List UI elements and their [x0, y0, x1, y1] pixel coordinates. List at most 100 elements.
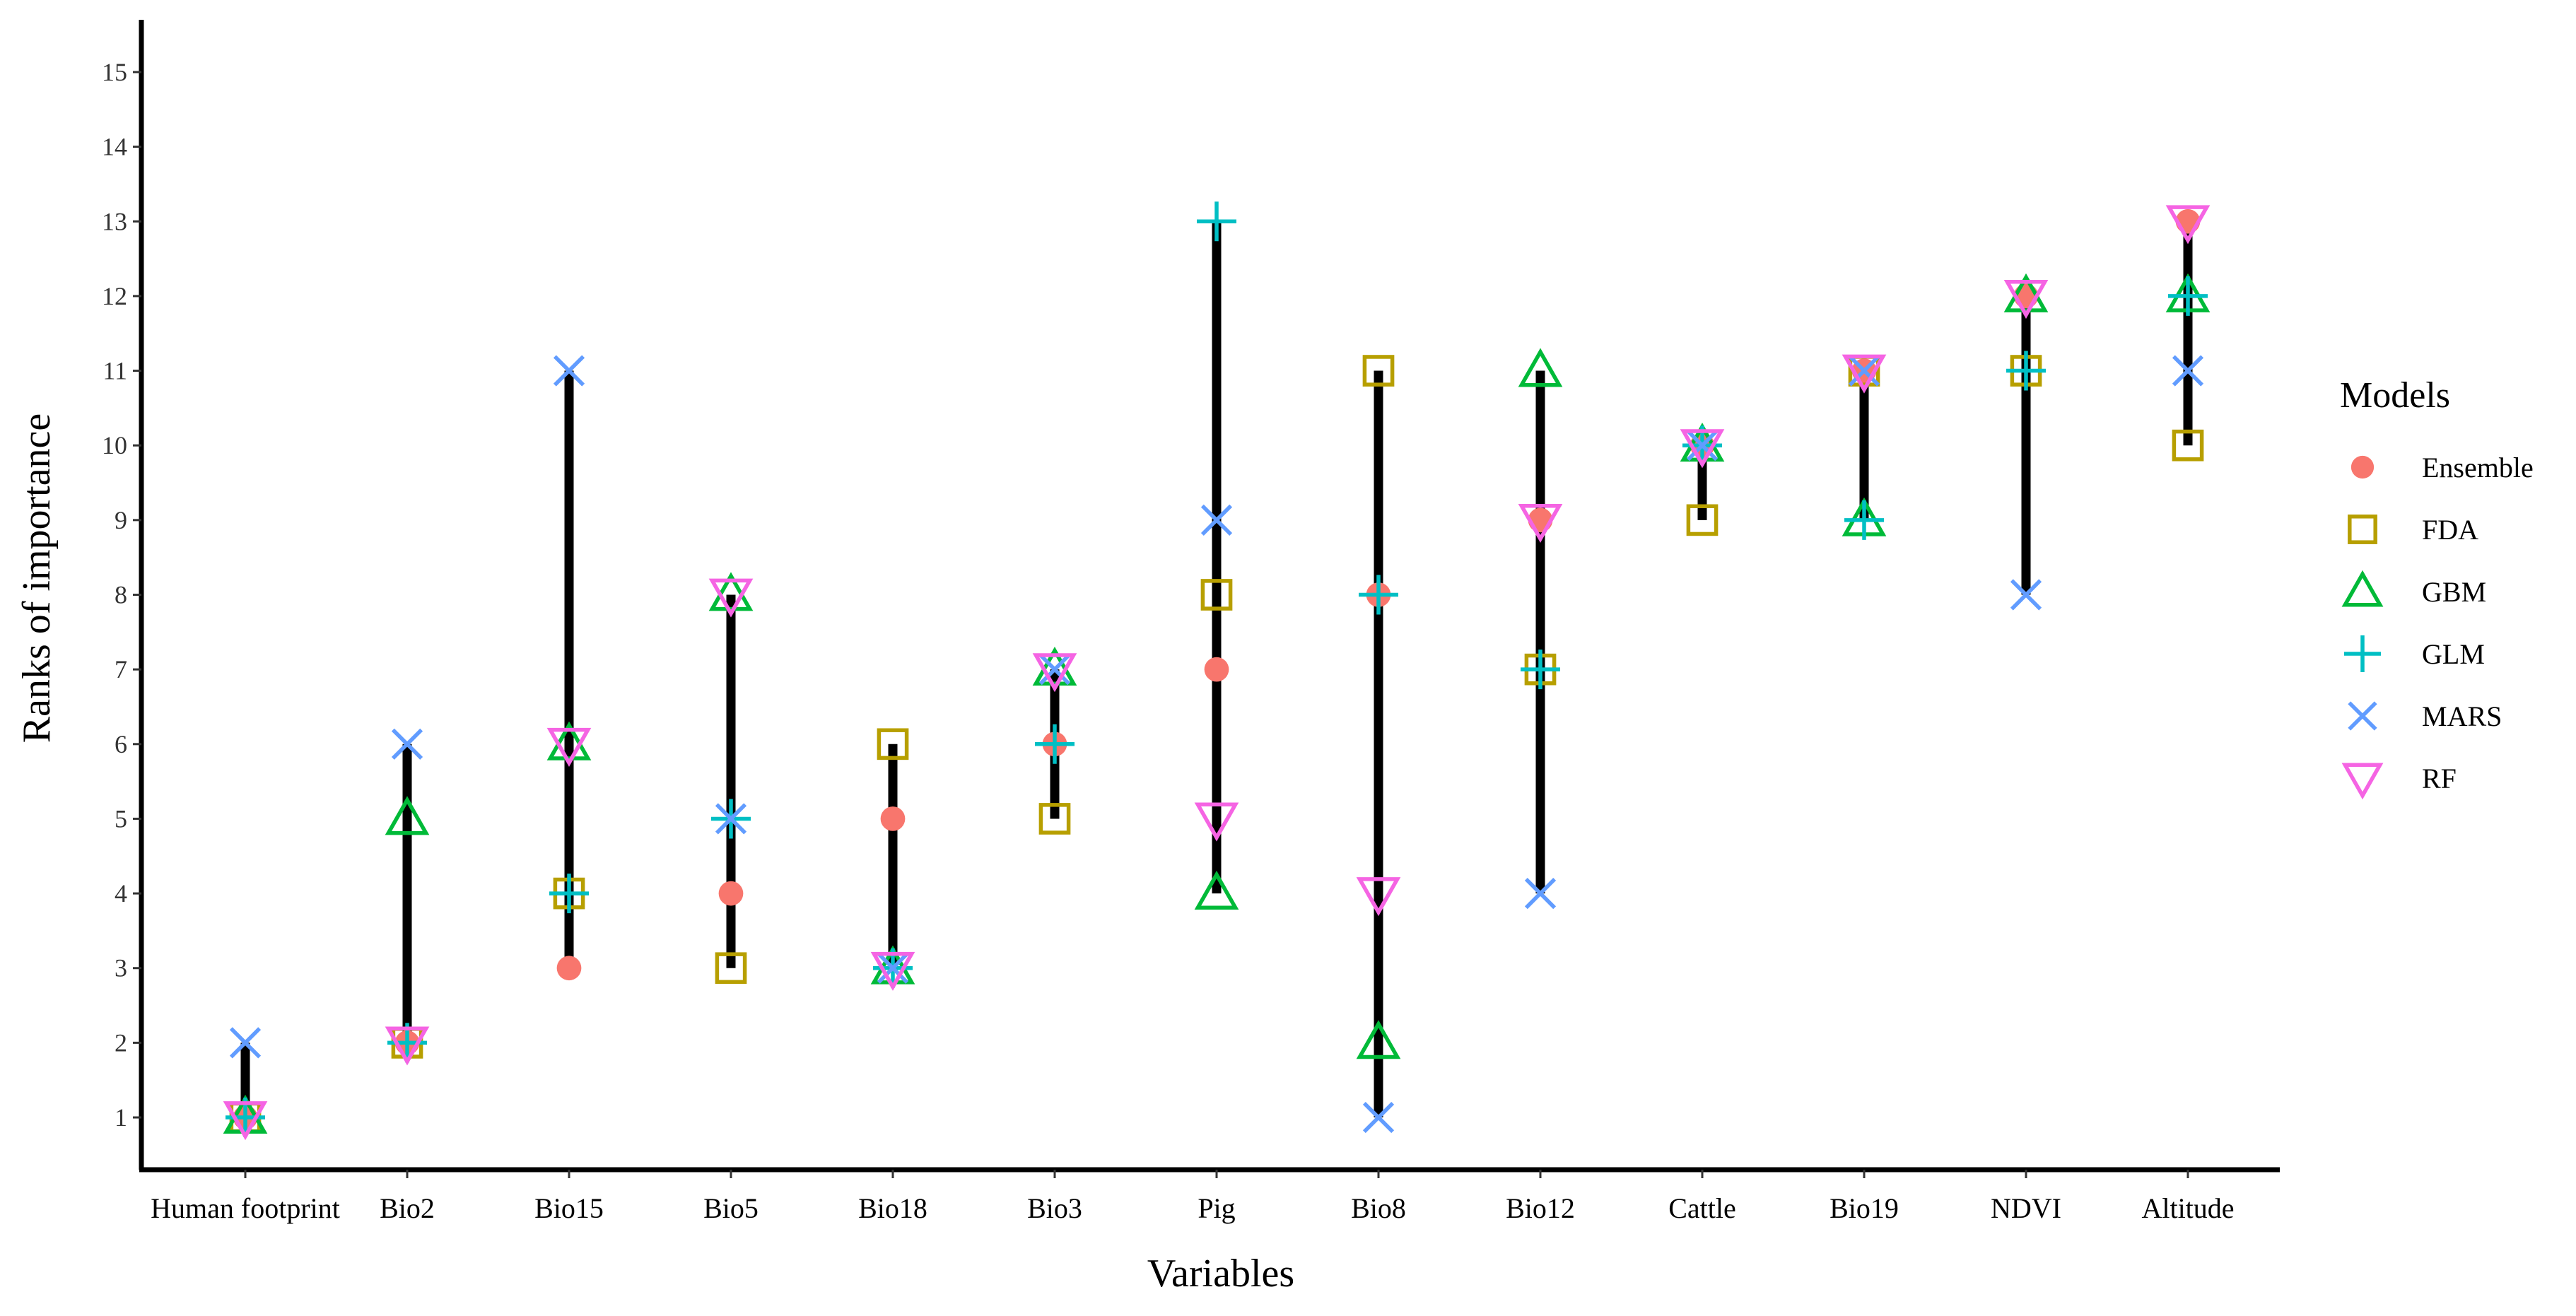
x-tick-label: Altitude — [2141, 1192, 2234, 1224]
y-tick-label: 1 — [115, 1103, 127, 1132]
point-glm — [1035, 724, 1075, 764]
point-glm — [549, 874, 589, 914]
y-tick-label: 10 — [102, 431, 127, 459]
y-tick-label: 5 — [115, 804, 127, 833]
point-rf — [1680, 429, 1725, 469]
point-mars — [1524, 877, 1557, 910]
point-rf — [385, 1026, 430, 1066]
legend-item-ensemble: Ensemble — [2333, 436, 2534, 498]
point-ensemble — [880, 806, 906, 831]
y-tick-label: 12 — [102, 282, 127, 310]
legend-marker — [2348, 515, 2377, 544]
point-mars — [553, 355, 585, 387]
legend-title: Models — [2340, 375, 2450, 416]
legend-label: MARS — [2422, 700, 2502, 732]
point-glm — [1844, 500, 1884, 540]
point-rf — [2003, 279, 2049, 319]
legend-key — [2333, 624, 2392, 683]
point-rf — [1356, 877, 1401, 917]
point-mars — [1848, 355, 1880, 387]
legend: Models Ensemble FDA GBM GLM MARS RF — [2333, 375, 2534, 809]
y-tick-label: 8 — [115, 581, 127, 609]
legend-key — [2333, 686, 2392, 746]
legend-marker — [2341, 570, 2384, 607]
point-gbm — [1032, 646, 1077, 686]
point-mars — [2010, 579, 2042, 611]
x-icon — [2348, 701, 2377, 731]
model-points — [223, 201, 2211, 1141]
x-tick-label: NDVI — [1991, 1192, 2061, 1224]
point-gbm — [708, 572, 754, 611]
point-fda — [715, 952, 747, 985]
point-rf — [1194, 802, 1239, 842]
point-fda — [1362, 355, 1395, 387]
legend-label: FDA — [2422, 513, 2479, 546]
y-tick-label: 11 — [103, 357, 127, 385]
point-ensemble — [556, 956, 582, 981]
point-rf — [870, 951, 915, 991]
x-tick-label: Bio19 — [1829, 1192, 1899, 1224]
point-mars — [715, 803, 747, 835]
point-gbm — [1518, 348, 1563, 387]
point-fda — [1038, 803, 1071, 835]
point-fda — [2172, 429, 2204, 462]
rank-range-bars — [240, 221, 2193, 1118]
point-glm — [1359, 575, 1398, 615]
point-glm — [1521, 650, 1560, 690]
legend-key — [2333, 500, 2392, 559]
point-glm — [2168, 276, 2208, 316]
x-tick-label: Bio5 — [703, 1192, 759, 1224]
legend-label: RF — [2422, 762, 2457, 794]
circle-icon — [2350, 455, 2375, 479]
point-rf — [2165, 205, 2211, 245]
point-ensemble — [718, 881, 744, 906]
point-fda — [877, 728, 909, 760]
x-tick-label: Pig — [1198, 1192, 1235, 1224]
plus-icon — [2344, 635, 2381, 672]
x-tick-label: Bio2 — [380, 1192, 435, 1224]
triangle-up-icon — [2341, 570, 2384, 607]
y-axis-title: Ranks of importance — [15, 413, 59, 744]
legend-item-fda: FDA — [2333, 498, 2534, 560]
point-glm — [1197, 201, 1236, 242]
point-mars — [1200, 504, 1233, 536]
point-rf — [546, 727, 592, 767]
point-rf — [1032, 653, 1077, 693]
point-rf — [1842, 354, 1887, 394]
legend-marker — [2341, 763, 2384, 800]
x-tick-label: Bio8 — [1351, 1192, 1406, 1224]
point-gbm — [385, 796, 430, 835]
y-tick-label: 15 — [102, 58, 127, 86]
legend-key — [2333, 562, 2392, 621]
square-icon — [2348, 515, 2377, 544]
y-tick-label: 2 — [115, 1028, 127, 1057]
point-glm — [2006, 351, 2046, 391]
y-tick-label: 3 — [115, 954, 127, 982]
y-tick-label: 13 — [102, 207, 127, 235]
legend-marker — [2344, 635, 2381, 672]
y-tick-label: 14 — [102, 133, 127, 161]
point-mars — [1686, 430, 1719, 462]
point-mars — [1362, 1101, 1395, 1134]
point-gbm — [1194, 870, 1239, 910]
x-tick-label: Bio15 — [534, 1192, 604, 1224]
x-tick-label: Human footprint — [151, 1192, 340, 1224]
x-tick-label: Bio12 — [1506, 1192, 1575, 1224]
point-mars — [877, 952, 909, 984]
point-rf — [708, 578, 754, 618]
point-mars — [1038, 654, 1071, 686]
triangle-down-icon — [2341, 763, 2384, 800]
legend-item-gbm: GBM — [2333, 560, 2534, 623]
legend-marker — [2350, 455, 2375, 479]
point-ensemble — [1204, 657, 1229, 682]
x-tick-label: Bio18 — [858, 1192, 927, 1224]
legend-key — [2333, 748, 2392, 808]
legend-label: GLM — [2422, 638, 2485, 670]
point-fda — [1686, 504, 1719, 536]
point-gbm — [2003, 273, 2049, 312]
x-tick-label: Cattle — [1668, 1192, 1736, 1224]
x-tick-label: Bio3 — [1027, 1192, 1082, 1224]
legend-key — [2333, 437, 2392, 497]
